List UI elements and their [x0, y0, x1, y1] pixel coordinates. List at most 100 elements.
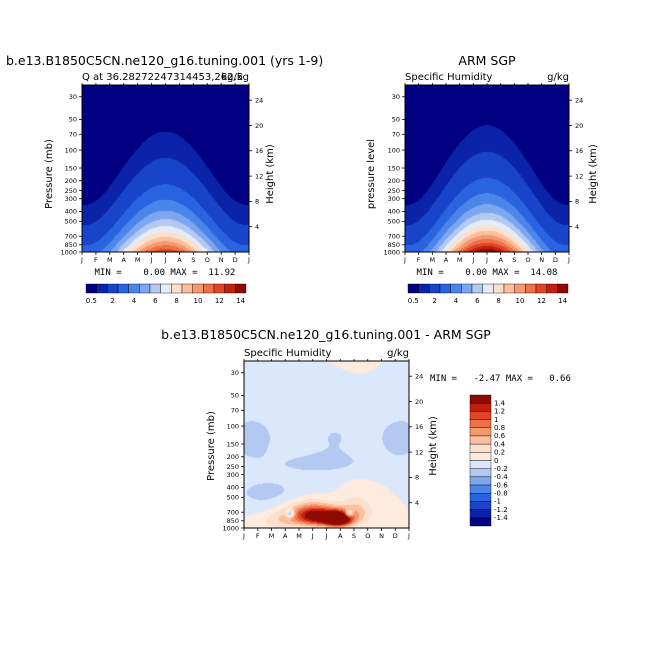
panel-center-title: ARM SGP: [458, 53, 516, 68]
panel-units: g/kg: [387, 348, 409, 359]
min-max-label: MIN = 0.00 MAX = 14.08: [417, 268, 558, 278]
colorbar-swatch: [107, 283, 119, 294]
x-tick-label: D: [393, 532, 398, 540]
x-tick-label: A: [283, 532, 288, 540]
x-tick-label: M: [296, 532, 302, 540]
colorbar-label: 14: [558, 297, 567, 305]
colorbar-label: 0.4: [494, 440, 506, 448]
colorbar-swatch: [192, 283, 204, 294]
colorbar-swatch: [469, 411, 492, 420]
colorbar-swatch: [224, 283, 236, 294]
colorbar-label: 8: [496, 297, 500, 305]
x-tick-label: A: [122, 256, 127, 264]
colorbar-swatch: [503, 283, 515, 294]
y-tick-label: 200: [227, 453, 239, 461]
colorbar-label: 4: [454, 297, 459, 305]
colorbar-swatch: [525, 283, 537, 294]
colorbar-swatch: [96, 283, 108, 294]
y2-tick-label: 20: [575, 122, 583, 130]
x-tick-label: J: [247, 256, 250, 264]
colorbar-swatch: [482, 283, 494, 294]
colorbar-swatch: [213, 283, 225, 294]
x-tick-label: O: [525, 256, 530, 264]
y-tick-label: 300: [65, 195, 77, 203]
y2-tick-label: 12: [575, 172, 583, 180]
x-tick-label: M: [107, 256, 113, 264]
y2-tick-label: 4: [255, 223, 259, 231]
x-tick-label: M: [430, 256, 436, 264]
y2-tick-label: 24: [255, 97, 263, 105]
colorbar-label: 8: [174, 297, 178, 305]
contour-plot: J F M A M J J A S O N D J305070100150200250300400500…: [383, 83, 583, 264]
colorbar-label: 0: [494, 457, 498, 465]
x-tick-label: J: [164, 256, 167, 264]
colorbar-label: 2: [432, 297, 436, 305]
panel-subtitle: Specific Humidity: [244, 348, 332, 359]
difference-panel: b.e13.B1850C5CN.ne120_g16.tuning.001 - A…: [161, 327, 571, 540]
colorbar-label: 0.5: [408, 297, 419, 305]
y-tick-label: 100: [227, 422, 239, 430]
y-axis-label: Pressure (mb): [206, 411, 217, 481]
y-tick-label: 500: [227, 494, 239, 502]
x-tick-label: A: [498, 256, 503, 264]
colorbar-swatch: [469, 460, 492, 469]
model-humidity-panel: b.e13.B1850C5CN.ne120_g16.tuning.001 (yr…: [6, 53, 323, 305]
colorbar-swatch: [450, 283, 462, 294]
y2-tick-label: 20: [255, 122, 263, 130]
x-tick-label: J: [80, 256, 83, 264]
y2-tick-label: 16: [415, 423, 423, 431]
x-tick-label: A: [444, 256, 449, 264]
colorbar-label: 1: [494, 416, 498, 424]
colorbar-swatch: [469, 419, 492, 428]
x-tick-label: D: [553, 256, 558, 264]
y-tick-label: 400: [65, 208, 77, 216]
colorbar-swatch: [117, 283, 129, 294]
x-tick-label: M: [269, 532, 275, 540]
y-tick-label: 850: [65, 241, 77, 249]
y2-tick-label: 8: [575, 198, 579, 206]
colorbar-label: -0.8: [494, 490, 508, 498]
y2-tick-label: 16: [255, 147, 263, 155]
y-tick-label: 700: [65, 233, 77, 241]
contour-field: [82, 85, 249, 252]
contour-field: [244, 361, 409, 528]
y-axis-label: Pressure (mb): [44, 139, 55, 209]
colorbar-swatch: [171, 283, 183, 294]
y2-tick-label: 12: [415, 448, 423, 456]
x-tick-label: N: [379, 532, 384, 540]
y-tick-label: 400: [388, 208, 400, 216]
colorbar-label: -0.6: [494, 481, 508, 489]
y-tick-label: 300: [227, 471, 239, 479]
colorbar-swatch: [469, 435, 492, 445]
colorbar-swatch: [469, 501, 492, 510]
colorbar-label: 0.2: [494, 449, 505, 457]
y2-tick-label: 8: [255, 198, 259, 206]
colorbar-label: 10: [516, 297, 525, 305]
y-tick-label: 30: [69, 93, 77, 101]
colorbar: 0.5 2 4 6 8 10 12 14: [408, 283, 569, 305]
x-tick-label: D: [233, 256, 238, 264]
colorbar-swatch: [469, 443, 492, 453]
y-tick-label: 50: [392, 116, 400, 124]
contour-plot: J F M A M J J A S O N D J305070100150200250300400500…: [60, 83, 263, 264]
colorbar-label: -1.4: [494, 514, 508, 522]
x-tick-label: J: [567, 256, 570, 264]
colorbar-label: 0.5: [86, 297, 97, 305]
y-tick-label: 150: [227, 440, 239, 448]
colorbar-swatch: [469, 452, 492, 461]
y-tick-label: 250: [227, 463, 239, 471]
panel-subtitle: Q at 36.28272247314453,262.5: [82, 72, 243, 83]
y-tick-label: 70: [231, 407, 239, 415]
y2-tick-label: 4: [575, 223, 579, 231]
y-tick-label: 70: [69, 131, 77, 139]
y-tick-label: 500: [388, 218, 400, 226]
x-tick-label: A: [338, 532, 343, 540]
panel-units: g/kg: [547, 72, 569, 83]
y2-axis-label: Height (km): [588, 144, 599, 204]
colorbar-swatch: [439, 283, 451, 294]
y-tick-label: 50: [231, 392, 239, 400]
y-tick-label: 100: [388, 146, 400, 154]
panel-center-title: b.e13.B1850C5CN.ne120_g16.tuning.001 - A…: [161, 327, 491, 342]
colorbar: 1.41.210.80.60.40.20-0.2-0.4-0.6-0.8-1-1…: [469, 394, 508, 527]
